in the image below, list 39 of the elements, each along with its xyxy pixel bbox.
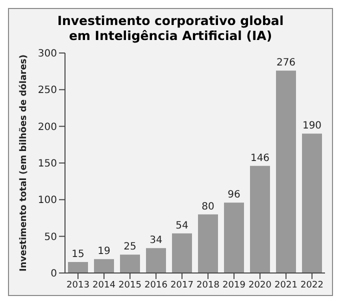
data-label: 276 [276,58,296,69]
data-label: 80 [202,201,214,212]
bar [250,166,270,273]
x-tick-label: 2019 [222,280,246,290]
y-tick-label: 250 [38,85,57,96]
bar [172,233,192,273]
y-tick-label: 150 [38,158,57,170]
data-label: 19 [98,246,110,258]
bar [276,70,296,273]
bar [94,259,114,273]
x-tick-label: 2018 [196,280,220,290]
bar [146,248,166,273]
x-tick-label: 2021 [274,280,298,290]
data-label: 15 [72,249,84,260]
bar [68,262,88,273]
data-label: 96 [228,190,240,201]
y-tick-label: 300 [38,48,57,60]
y-tick-label: 0 [50,268,57,280]
chart-title: Investimento corporativo global em Inteligência Artificial (IA) [56,13,285,43]
bar [224,202,244,273]
x-tick-label: 2015 [118,280,142,290]
data-label: 25 [124,242,136,253]
x-tick-label: 2016 [144,280,168,290]
y-axis-title: Investimento total (em bilhões de dólares) [18,54,30,272]
y-tick-label: 50 [44,232,57,243]
x-tick-label: 2017 [170,280,194,290]
data-label: 34 [150,235,162,246]
y-tick-label: 100 [38,195,57,206]
x-tick-label: 2013 [66,280,90,290]
bar [302,134,322,273]
data-label: 190 [302,120,322,132]
x-tick-label: 2022 [300,280,324,290]
data-label: 146 [250,152,270,164]
data-label: 54 [176,220,188,232]
bar [198,214,218,273]
x-tick-label: 2014 [92,280,116,290]
y-tick-label: 200 [38,122,57,133]
bar [120,254,140,273]
x-tick-label: 2020 [248,280,272,290]
